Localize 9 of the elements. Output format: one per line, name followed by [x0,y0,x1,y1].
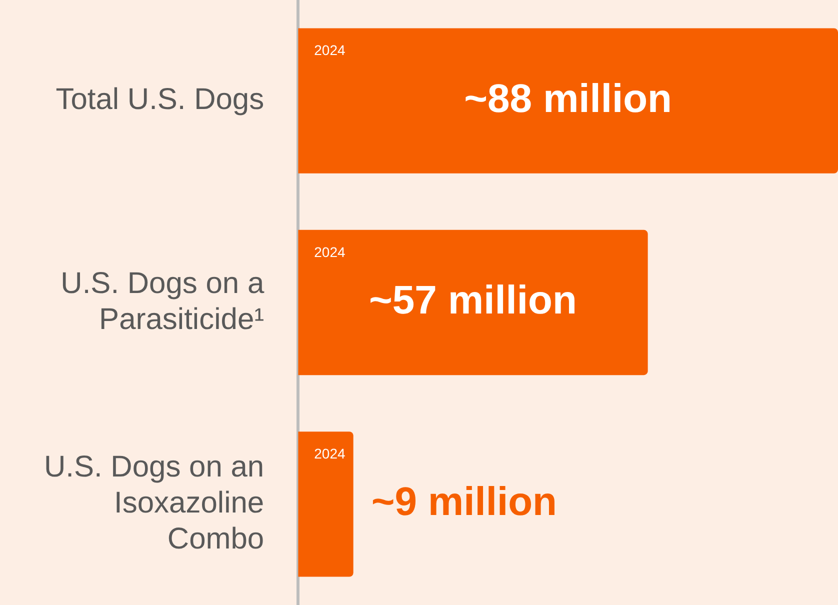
annotation: 2024 [314,42,346,58]
annotation: 2024 [314,244,346,260]
data-label: ~57 million [369,278,577,323]
y-tick-label: U.S. Dogs on a Parasiticide¹ [60,266,264,336]
annotation: 2024 [314,445,346,462]
y-tick-label: Total U.S. Dogs [56,83,264,116]
y-tick-label: U.S. Dogs on an Isoxazoline Combo [44,450,264,556]
data-label: ~9 million [371,480,557,524]
data-label: ~88 million [464,76,672,121]
